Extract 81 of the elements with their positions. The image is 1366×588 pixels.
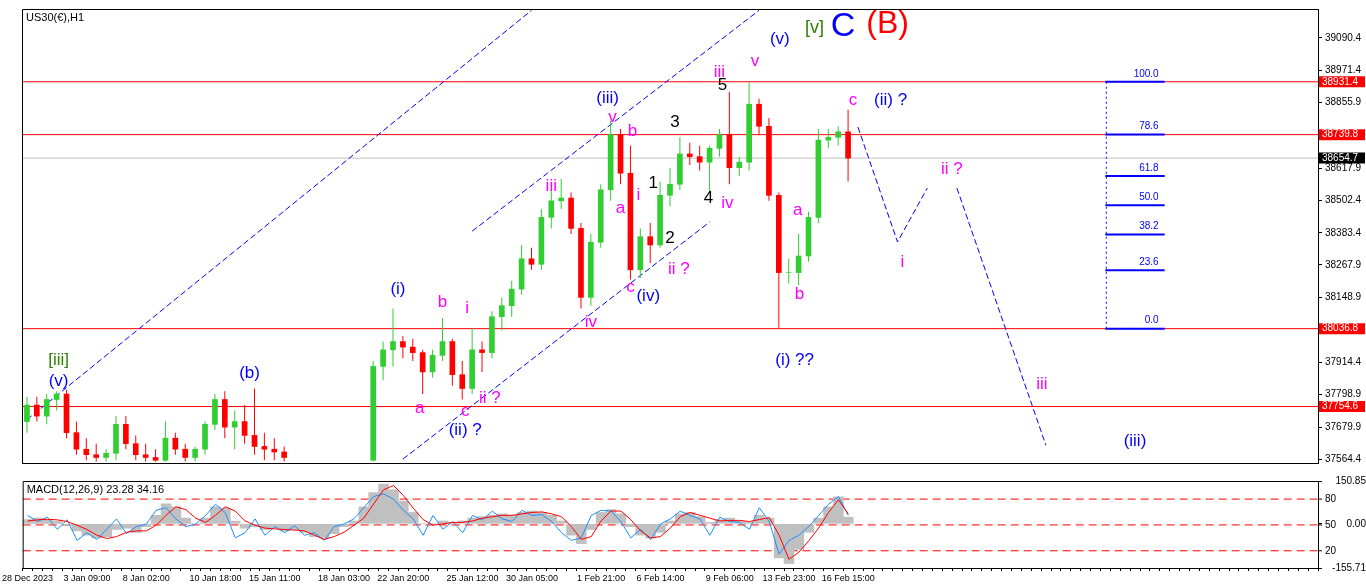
annotation: (iii) (596, 88, 619, 108)
annotation: [iii] (48, 349, 69, 369)
ref-line-label: 38036.8 (1322, 322, 1359, 334)
annotation: iv (584, 312, 598, 332)
annotation: (i) (390, 278, 406, 298)
x-tick-label: 6 Feb 14:00 (636, 572, 685, 583)
series-label: 61.8 (1139, 161, 1160, 173)
y2-tick-label: 20 (1325, 544, 1337, 556)
annotation: 4 (703, 188, 714, 208)
series-label: 0.0 (1144, 314, 1160, 326)
y-tick-label: 38855.9 (1325, 96, 1362, 108)
ref-line-label: 38654.7 (1322, 151, 1359, 163)
y-tick-label: 0.00 (1346, 517, 1366, 529)
chart-title: MACD(12,26,9) 23.28 34.16 (26, 482, 165, 495)
annotation: ii ? (941, 158, 963, 178)
annotation: (i) ?? (775, 350, 815, 370)
x-tick-label: 13 Feb 23:00 (762, 572, 816, 583)
annotation: i (465, 298, 470, 318)
annotation: (B) (866, 3, 909, 40)
annotation: (v) (48, 371, 69, 391)
annotation: (ii) ? (448, 420, 482, 440)
y-tick-label: 37564.4 (1325, 452, 1362, 464)
series-label: 100.0 (1133, 67, 1160, 79)
annotation: (iv) (636, 285, 661, 305)
annotation: [v] (804, 16, 824, 37)
y-tick-label: 39090.4 (1325, 31, 1362, 43)
annotation: v (608, 106, 618, 126)
annotation: (ii) ? (874, 90, 908, 110)
x-tick-label: 30 Jan 05:00 (505, 572, 558, 583)
x-tick-label: 16 Feb 15:00 (821, 572, 875, 583)
annotation: 2 (665, 227, 675, 247)
series-label: 50.0 (1139, 190, 1160, 202)
annotation: a (792, 200, 803, 220)
x-tick-label: 15 Jan 11:00 (249, 572, 301, 583)
y-tick-label: 38971.4 (1325, 64, 1362, 76)
chart-title: US30(€),H1 (26, 10, 85, 23)
ref-line-label: 38931.4 (1322, 75, 1359, 87)
y-tick-label: 38502.4 (1325, 193, 1362, 205)
x-tick-label: 18 Jan 03:00 (318, 572, 371, 583)
x-tick-label: 25 Jan 12:00 (446, 572, 499, 583)
series-label: 38.2 (1139, 220, 1160, 232)
y2-tick-label: 80 (1325, 492, 1337, 504)
y2-tick-label: 50 (1325, 518, 1337, 530)
annotation: iv (721, 193, 735, 213)
y-tick-label: 38148.9 (1325, 291, 1362, 303)
annotation: iii (545, 175, 557, 195)
annotation: 1 (648, 172, 658, 192)
y-tick-label: 37679.9 (1325, 420, 1362, 432)
annotation: c (848, 90, 858, 110)
ref-line-label: 38739.8 (1322, 128, 1359, 140)
annotation: b (437, 291, 448, 311)
annotation: ii ? (668, 259, 690, 279)
annotation: (iii) (1123, 431, 1147, 451)
y-tick-label: 38617.9 (1325, 162, 1362, 174)
annotation: i (900, 252, 905, 272)
y-tick-label: 38267.9 (1325, 258, 1362, 270)
y-tick-label: 38383.4 (1325, 226, 1362, 238)
x-tick-label: 9 Feb 06:00 (705, 572, 754, 583)
annotation: C (830, 5, 856, 44)
annotation: (b) (239, 363, 260, 383)
x-tick-label: 3 Jan 09:00 (63, 572, 111, 583)
annotation: i (636, 185, 641, 205)
x-tick-label: 28 Dec 2023 (2, 572, 54, 583)
series-label: 23.6 (1139, 256, 1160, 268)
annotation: iii (1036, 374, 1048, 394)
x-tick-label: 10 Jan 18:00 (189, 572, 242, 583)
annotation: b (794, 283, 805, 303)
x-tick-label: 22 Jan 20:00 (377, 572, 430, 583)
ref-line-label: 37754.6 (1322, 400, 1359, 412)
annotation: a (615, 198, 626, 218)
y-tick-label: 37798.9 (1325, 388, 1362, 400)
y-tick-label: -155.71 (1332, 561, 1366, 573)
annotation: c (626, 276, 636, 296)
series-label: 78.6 (1139, 120, 1160, 132)
y-tick-label: 37914.4 (1325, 356, 1362, 368)
annotation: v (750, 50, 760, 70)
annotation: (v) (769, 29, 790, 49)
annotation: 3 (670, 111, 680, 131)
x-tick-label: 8 Jan 02:00 (122, 572, 170, 583)
y-tick-label: 150.85 (1335, 474, 1366, 486)
x-tick-label: 1 Feb 21:00 (577, 572, 626, 583)
